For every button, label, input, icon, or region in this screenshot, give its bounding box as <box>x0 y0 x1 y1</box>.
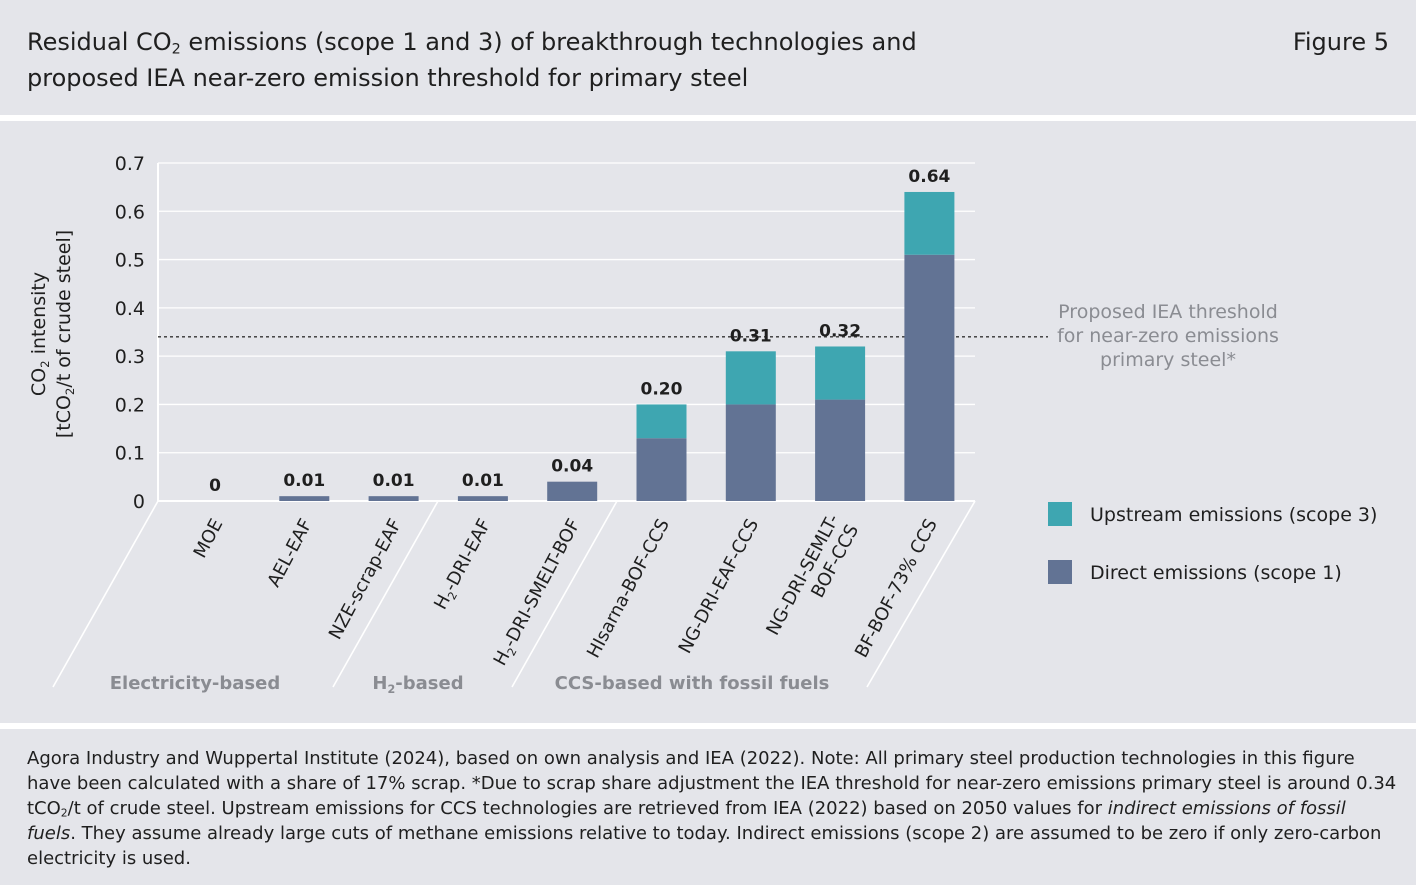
total-label: 0.20 <box>641 379 683 399</box>
total-label: 0.32 <box>819 321 861 341</box>
group-label: H2-based <box>372 673 463 696</box>
y-tick-label: 0.2 <box>115 394 145 416</box>
threshold-label: for near-zero emissions <box>1057 325 1279 347</box>
group-separator <box>332 500 439 688</box>
footer-panel: Agora Industry and Wuppertal Institute (… <box>0 729 1416 885</box>
bar-direct <box>547 481 598 501</box>
bar-upstream <box>725 351 776 405</box>
legend-label: Upstream emissions (scope 3) <box>1090 504 1377 526</box>
group-separator <box>511 500 618 688</box>
y-tick-label: 0.5 <box>115 250 145 272</box>
figure-label: Figure 5 <box>1292 28 1389 56</box>
legend-swatch <box>1048 560 1072 584</box>
total-label: 0.04 <box>551 457 593 477</box>
total-label: 0.01 <box>283 471 325 491</box>
total-label: 0.01 <box>462 471 504 491</box>
bar-upstream <box>815 346 866 400</box>
source-note: Agora Industry and Wuppertal Institute (… <box>27 748 1397 869</box>
y-tick-label: 0.1 <box>115 443 145 465</box>
y-axis-title-line-2: [tCO2/t of crude steel] <box>53 230 77 438</box>
category-label: NG-DRI-EAF-CCS <box>675 515 764 657</box>
threshold-label: primary steel* <box>1100 349 1236 371</box>
category-label: H2-DRI-SMELT-BOF <box>490 515 587 670</box>
bar-direct <box>636 438 687 501</box>
y-axis-title: CO2 intensity <box>28 272 52 396</box>
category-label: MOE <box>190 515 228 561</box>
header-panel: Residual CO2 emissions (scope 1 and 3) o… <box>0 0 1416 115</box>
category-label: BF-BOF-73% CCS <box>851 515 942 661</box>
y-tick-label: 0 <box>133 491 145 513</box>
bar-upstream <box>904 191 955 255</box>
bar-direct <box>815 399 866 501</box>
category-label: H2-DRI-EAF <box>430 515 497 614</box>
category-label: NG-DRI-SEMLT-BOF-CCS <box>762 511 863 649</box>
group-separator <box>866 500 976 688</box>
total-label: 0 <box>209 476 221 496</box>
bar-direct <box>279 496 330 501</box>
legend-swatch <box>1048 502 1072 526</box>
category-label: AEL-EAF <box>263 515 316 590</box>
threshold-label: Proposed IEA threshold <box>1058 301 1278 323</box>
bar-direct <box>725 404 776 501</box>
legend-label: Direct emissions (scope 1) <box>1090 562 1342 584</box>
group-label: CCS-based with fossil fuels <box>555 673 830 694</box>
total-label: 0.64 <box>908 167 950 187</box>
y-tick-label: 0.4 <box>115 298 145 320</box>
chart-title: Residual CO2 emissions (scope 1 and 3) o… <box>27 28 917 92</box>
bar-direct <box>368 496 419 501</box>
y-tick-label: 0.7 <box>115 153 145 175</box>
group-label: Electricity-based <box>110 673 280 694</box>
y-tick-label: 0.6 <box>115 201 145 223</box>
stacked-bar-chart: 0 0.1 0.2 0.3 0.4 0.5 0.6 0.7 CO2 intensity[tCO2… <box>28 153 1377 696</box>
bar-direct <box>457 496 508 501</box>
total-label: 0.01 <box>373 471 415 491</box>
chart-panel: 0 0.1 0.2 0.3 0.4 0.5 0.6 0.7 CO2 intensity [tCO2… <box>0 121 1416 723</box>
total-label: 0.31 <box>730 326 772 346</box>
group-separator <box>52 500 159 688</box>
bar-direct <box>904 254 955 501</box>
bar-upstream <box>636 404 687 439</box>
y-tick-label: 0.3 <box>115 346 145 368</box>
